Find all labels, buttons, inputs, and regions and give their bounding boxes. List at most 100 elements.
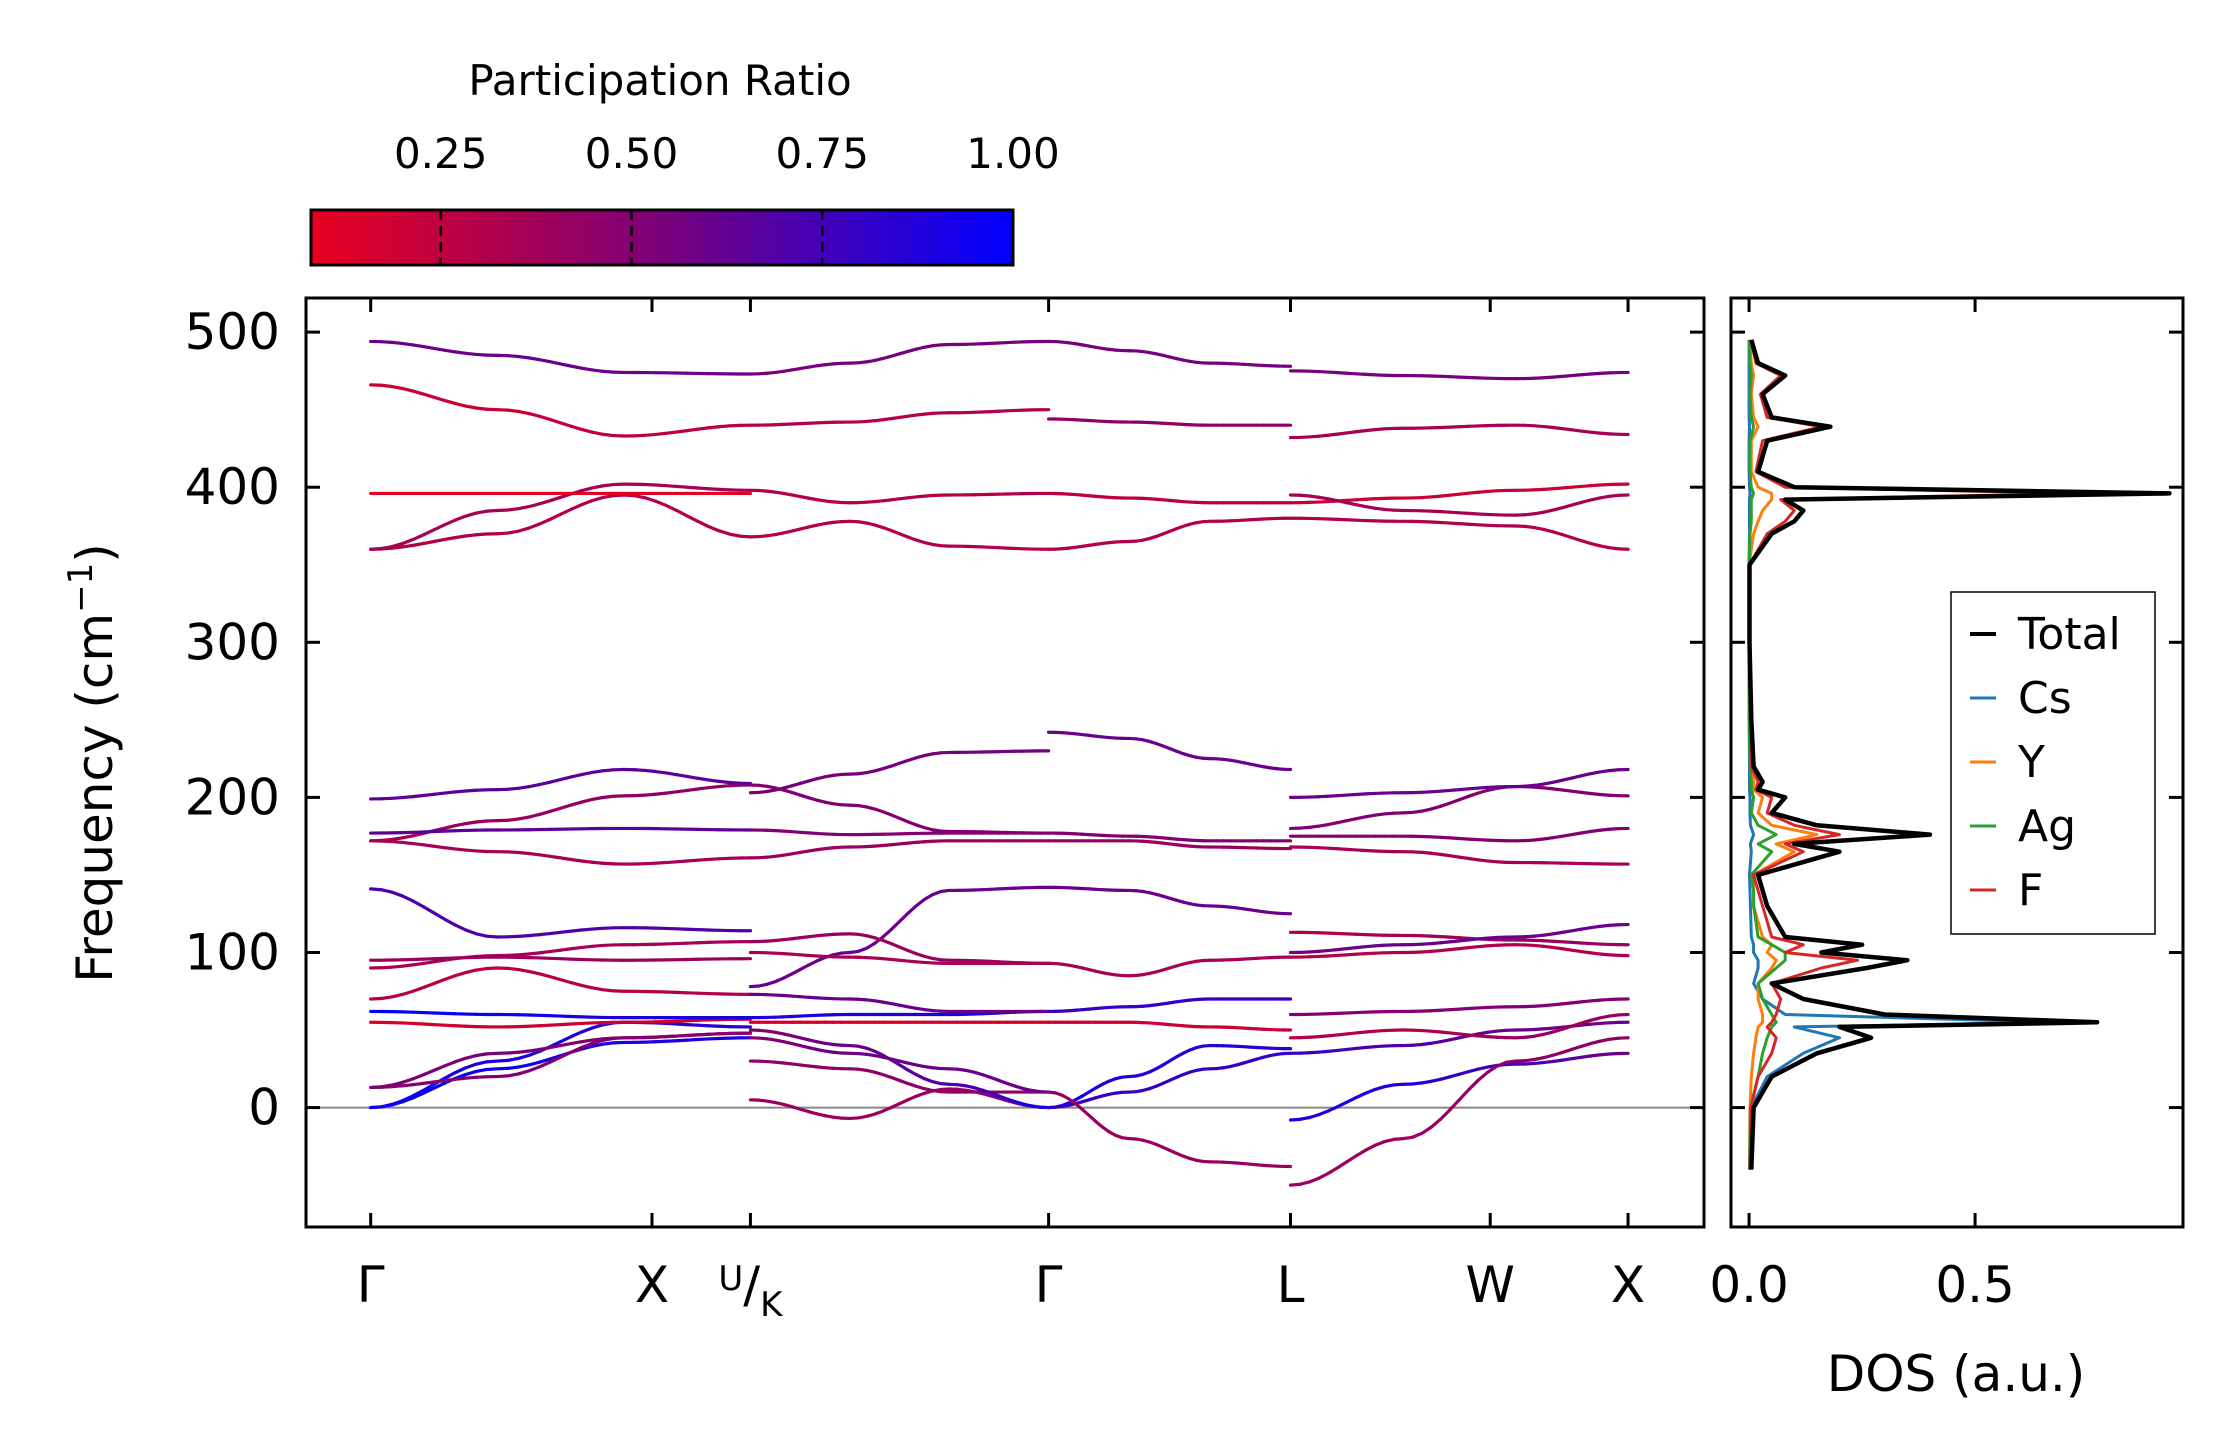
y-tick-label: 400 — [185, 458, 280, 516]
phonon-band — [1288, 943, 1630, 959]
frequency-axis-ticks: 0 100 200 300 400 500 — [185, 303, 1704, 1137]
phonon-band — [748, 1059, 1051, 1094]
phonon-band — [1046, 1051, 1293, 1110]
kpoint-label: W — [1465, 1256, 1514, 1314]
dos-axis-label: DOS (a.u.) — [1827, 1345, 2086, 1403]
phonon-band — [369, 767, 753, 801]
phonon-band — [369, 1017, 753, 1029]
dos-axes-frame — [1729, 296, 2185, 1229]
phonon-band — [748, 992, 1051, 1014]
phonon-band — [369, 1009, 753, 1020]
colorbar: Participation Ratio 0.25 0.50 0.75 1.00 — [309, 56, 1060, 267]
phonon-band — [748, 408, 1051, 427]
dos-frequency-ticks — [1731, 330, 2183, 1110]
phonon-band — [1046, 491, 1293, 505]
dos-curve-ag — [1747, 339, 1787, 1170]
phonon-band — [1288, 930, 1630, 947]
phonon-band — [369, 383, 753, 438]
y-tick-label: 500 — [185, 303, 280, 361]
colorbar-tick-label: 0.25 — [394, 129, 488, 178]
phonon-band — [369, 940, 753, 970]
phonon-band — [1288, 767, 1630, 799]
y-tick-label: 0 — [248, 1079, 280, 1137]
dos-legend: Total Cs Y Ag F — [1950, 591, 2156, 935]
phonon-band — [1288, 784, 1630, 831]
colorbar-tick-label: 0.50 — [585, 129, 679, 178]
phonon-band — [748, 339, 1051, 376]
dos-axis-ticks: 0.0 0.5 — [1709, 298, 2015, 1314]
phonon-band — [1288, 493, 1630, 517]
phonon-band — [748, 749, 1051, 795]
dos-x-tick-label: 0.5 — [1935, 1256, 2015, 1314]
phonon-band — [369, 955, 753, 962]
phonon-bands — [369, 339, 1630, 1187]
phonon-band — [1046, 417, 1293, 427]
dos-curves — [1747, 339, 2172, 1170]
kpoint-label: Γ — [357, 1256, 385, 1314]
phonon-band — [1046, 997, 1293, 1014]
kpoint-label: Γ — [1035, 1256, 1063, 1314]
phonon-band — [1046, 955, 1293, 978]
phonon-band — [369, 482, 753, 551]
phonon-band — [748, 488, 1051, 505]
phonon-band — [369, 887, 753, 939]
kpoint-axis-ticks: Γ X U/K Γ L W X — [357, 298, 1645, 1325]
band-axes-frame — [304, 296, 1706, 1229]
phonon-band — [369, 339, 753, 376]
colorbar-tick-label: 1.00 — [966, 129, 1060, 178]
legend-label: Y — [2017, 737, 2045, 788]
kpoint-label: L — [1277, 1256, 1305, 1314]
legend-label: Cs — [2018, 673, 2072, 724]
phonon-band — [748, 839, 1051, 860]
phonon-band — [1046, 885, 1293, 916]
colorbar-tick-label: 0.75 — [775, 129, 869, 178]
phonon-band — [1046, 1090, 1293, 1169]
phonon-band — [369, 966, 753, 1001]
y-tick-label: 100 — [185, 923, 280, 981]
legend-label: Ag — [2018, 801, 2076, 852]
phonon-band — [1046, 516, 1293, 551]
colorbar-gradient — [309, 208, 1015, 267]
phonon-band — [1288, 1036, 1630, 1187]
dos-curve-total — [1747, 339, 2172, 1170]
phonon-band — [369, 839, 753, 866]
kpoint-label: U/K — [718, 1256, 784, 1325]
phonon-band — [1288, 997, 1630, 1017]
phonon-band — [1288, 922, 1630, 955]
colorbar-ticks: 0.25 0.50 0.75 1.00 — [394, 129, 1060, 265]
phonon-band — [1288, 516, 1630, 551]
phonon-band — [1288, 423, 1630, 440]
kpoint-label: X — [1611, 1256, 1645, 1314]
phonon-band — [748, 1028, 1051, 1110]
phonon-band — [1288, 1051, 1630, 1122]
phonon-band — [748, 1087, 1051, 1121]
colorbar-label: Participation Ratio — [468, 56, 851, 105]
phonon-band — [369, 493, 753, 551]
phonon-band — [1046, 839, 1293, 851]
phonon-band — [748, 1036, 1051, 1094]
phonon-band — [1046, 831, 1293, 843]
phonon-band — [1288, 1012, 1630, 1040]
phonon-band — [1046, 730, 1293, 772]
phonon-band — [369, 1031, 753, 1090]
legend-label: Total — [2017, 609, 2121, 660]
phonon-band — [748, 783, 1051, 835]
phonon-band — [369, 826, 753, 835]
dos-curve-y — [1747, 339, 1819, 1170]
phonon-band — [1288, 369, 1630, 381]
frequency-axis-label: Frequency (cm−1) — [61, 543, 124, 983]
band-structure-panel: 0 100 200 300 400 500 Γ X U/K Γ L W X Frequency (cm… — [61, 296, 1706, 1325]
phonon-band — [1046, 1020, 1293, 1032]
phonon-band — [1288, 826, 1630, 843]
dos-x-tick-label: 0.0 — [1709, 1256, 1789, 1314]
y-tick-label: 300 — [185, 613, 280, 671]
phonon-band — [748, 519, 1051, 551]
dos-panel: 0.0 0.5 DOS (a.u.) Total Cs Y Ag F — [1709, 296, 2185, 1403]
y-tick-label: 200 — [185, 768, 280, 826]
phonon-band — [1046, 339, 1293, 368]
phonon-band — [1288, 482, 1630, 505]
phonon-band — [1046, 1043, 1293, 1110]
legend-label: F — [2018, 865, 2043, 916]
kpoint-label: X — [635, 1256, 669, 1314]
